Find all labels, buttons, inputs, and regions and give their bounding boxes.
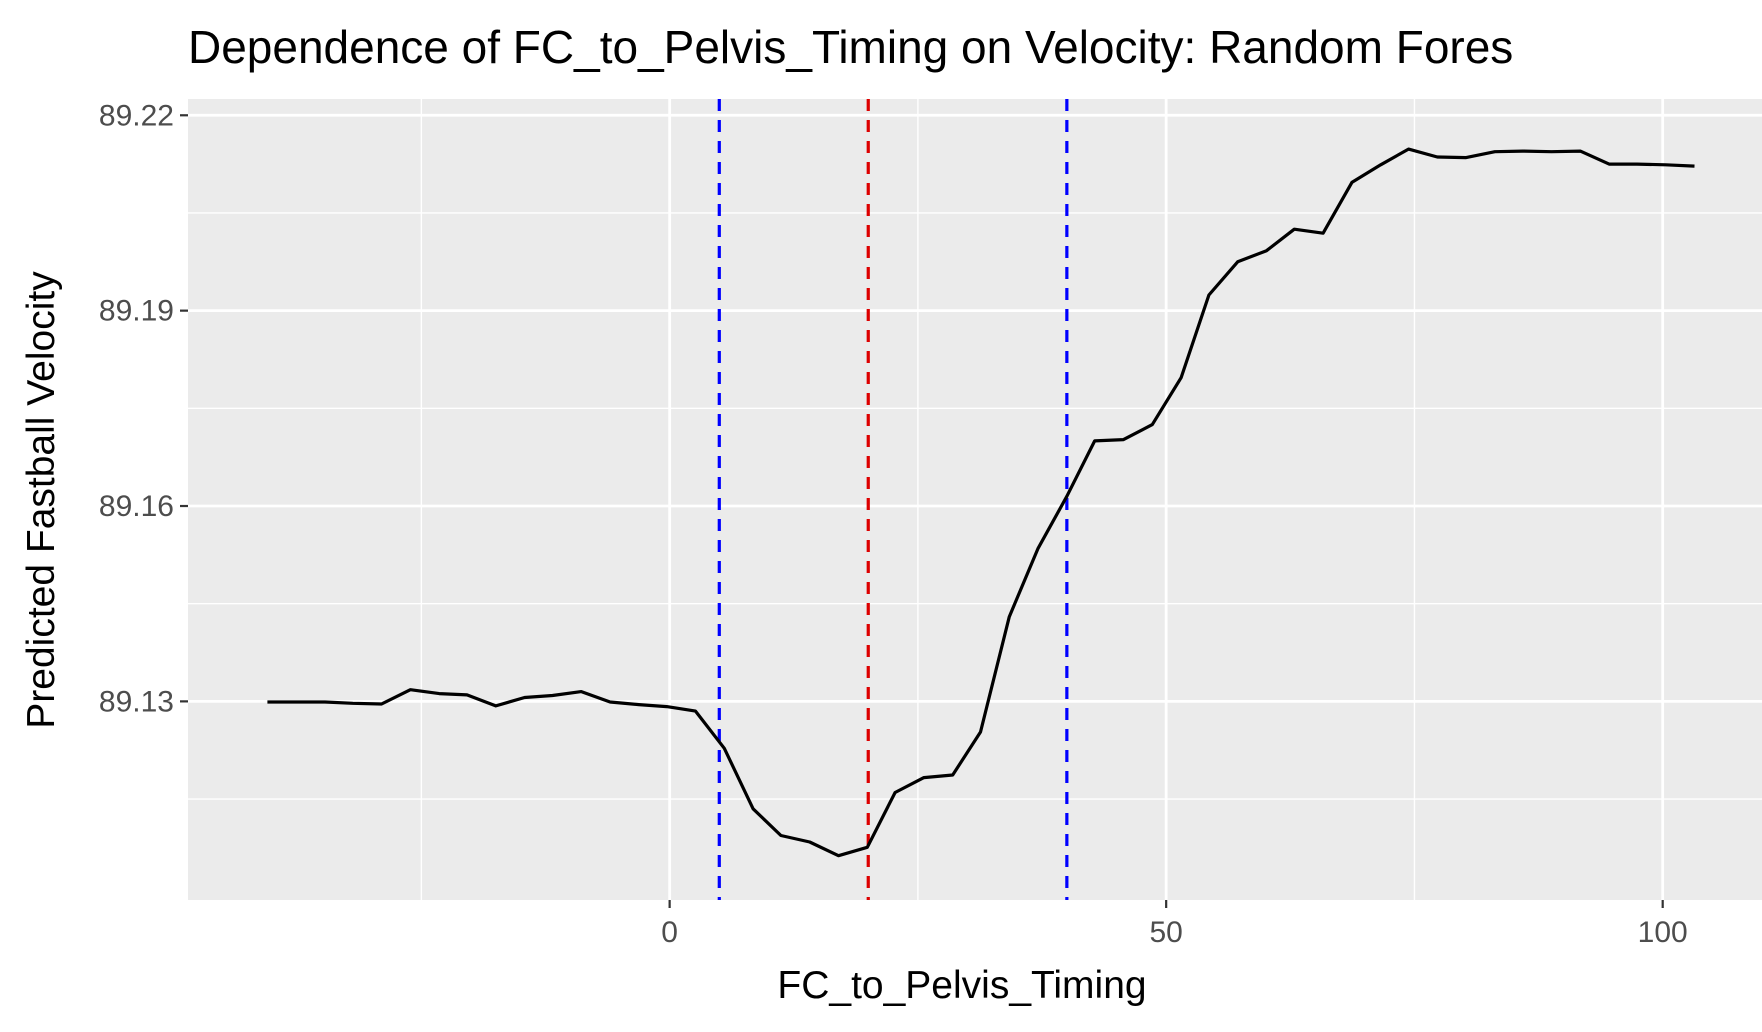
plot-panel: [188, 99, 1762, 900]
y-axis: 89.13 89.16 89.19 89.22: [99, 99, 188, 718]
y-axis-title: Predicted Fastball Velocity: [20, 271, 63, 729]
x-axis-title: FC_to_Pelvis_Timing: [777, 964, 1146, 1007]
series-line-1: [267, 147, 1695, 858]
minor-gridlines: [188, 99, 1762, 900]
x-tick-label: 50: [1149, 916, 1182, 949]
y-tick-label: 89.16: [99, 490, 174, 523]
series-layer: [267, 147, 1695, 858]
y-tick-label: 89.19: [99, 295, 174, 328]
x-tick-label: 100: [1638, 916, 1688, 949]
x-tick-label: 0: [661, 916, 678, 949]
x-axis: 0 50 100: [661, 900, 1688, 949]
major-gridlines: [188, 99, 1762, 900]
y-tick-label: 89.22: [99, 99, 174, 132]
chart-title: Dependence of FC_to_Pelvis_Timing on Vel…: [188, 21, 1513, 73]
y-tick-label: 89.13: [99, 685, 174, 718]
